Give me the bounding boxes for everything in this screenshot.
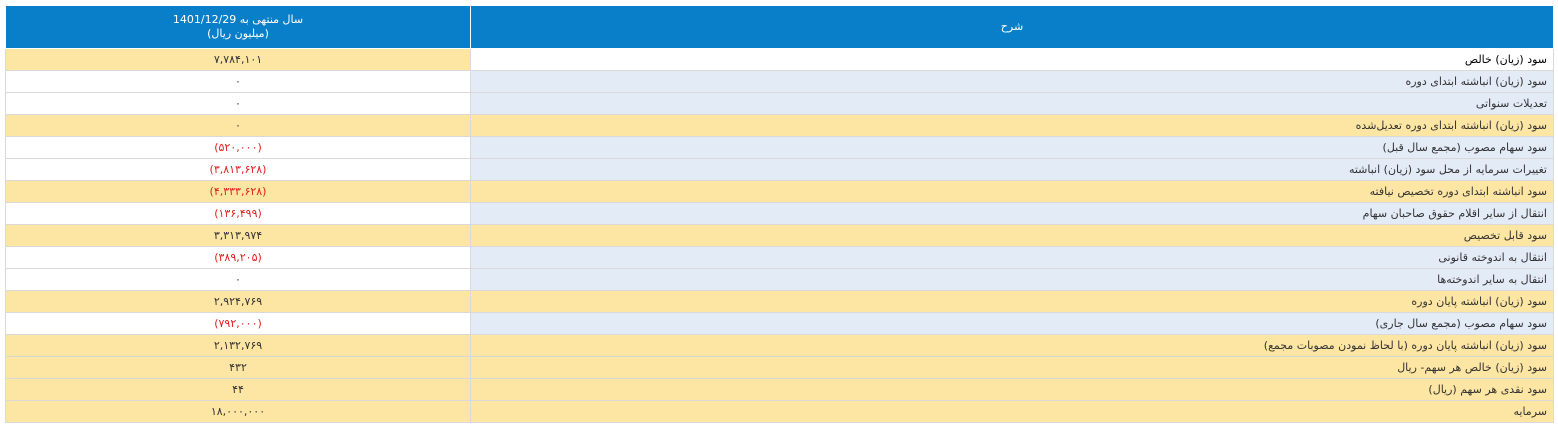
row-description: تغییرات سرمایه از محل سود (زیان) انباشته	[470, 158, 1554, 181]
table-row: ۰ سود (زیان) انباشته ابتدای دوره تعدیل‌شد…	[5, 114, 1554, 137]
row-description: سود (زیان) خالص هر سهم- ریال	[470, 356, 1554, 379]
table-row: ۷,۷۸۴,۱۰۱ سود (زیان) خالص	[5, 48, 1554, 71]
table-row: ۳,۳۱۳,۹۷۴ سود قابل تخصیص	[5, 224, 1554, 247]
row-description: تعدیلات سنواتی	[470, 92, 1554, 115]
table-row: (۳,۸۱۳,۶۲۸) تغییرات سرمایه از محل سود (زی…	[5, 158, 1554, 181]
table-row: ۴۳۲ سود (زیان) خالص هر سهم- ریال	[5, 356, 1554, 379]
table-header-row: سال منتهی به 1401/12/29 (میلیون ریال) شر…	[5, 5, 1554, 49]
table-row: ۴۴ سود نقدی هر سهم (ریال)	[5, 378, 1554, 401]
row-value: (۵۲۰,۰۰۰)	[5, 136, 471, 159]
header-value-column: سال منتهی به 1401/12/29 (میلیون ریال)	[5, 5, 471, 49]
table-row: (۳۸۹,۲۰۵) انتقال به اندوخته قانونی	[5, 246, 1554, 269]
row-value: ۷,۷۸۴,۱۰۱	[5, 48, 471, 71]
row-description: انتقال از سایر اقلام حقوق صاحبان سهام	[470, 202, 1554, 225]
row-value: ۱۸,۰۰۰,۰۰۰	[5, 400, 471, 423]
row-description: سود سهام مصوب (مجمع سال قبل)	[470, 136, 1554, 159]
row-value: ۰	[5, 92, 471, 115]
row-value: (۳۸۹,۲۰۵)	[5, 246, 471, 269]
row-description: سود (زیان) انباشته پایان دوره (با لحاظ ن…	[470, 334, 1554, 357]
row-description: انتقال به اندوخته قانونی	[470, 246, 1554, 269]
row-value: ۴۳۲	[5, 356, 471, 379]
row-value: ۰	[5, 268, 471, 291]
row-value: ۳,۳۱۳,۹۷۴	[5, 224, 471, 247]
table-row: ۰ انتقال به سایر اندوخته‌ها	[5, 268, 1554, 291]
table-row: ۲,۹۲۴,۷۶۹ سود (زیان) انباشته پایان دوره	[5, 290, 1554, 313]
table-row: ۱۸,۰۰۰,۰۰۰ سرمایه	[5, 400, 1554, 423]
row-value: (۱۳۶,۴۹۹)	[5, 202, 471, 225]
row-description: سود (زیان) انباشته ابتدای دوره	[470, 70, 1554, 93]
table-row: (۱۳۶,۴۹۹) انتقال از سایر اقلام حقوق صاحبا…	[5, 202, 1554, 225]
row-description: سود انباشته ابتدای دوره تخصیص نیافته	[470, 180, 1554, 203]
row-value: (۴,۳۳۳,۶۲۸)	[5, 180, 471, 203]
header-value-line2: (میلیون ریال)	[207, 27, 269, 40]
row-value: ۰	[5, 114, 471, 137]
row-value: ۰	[5, 70, 471, 93]
row-description: انتقال به سایر اندوخته‌ها	[470, 268, 1554, 291]
table-row: ۲,۱۳۲,۷۶۹ سود (زیان) انباشته پایان دوره (…	[5, 334, 1554, 357]
row-description: سود سهام مصوب (مجمع سال جاری)	[470, 312, 1554, 335]
report-container: سال منتهی به 1401/12/29 (میلیون ریال) شر…	[5, 5, 1554, 423]
row-description: سرمایه	[470, 400, 1554, 423]
row-description: سود (زیان) خالص	[470, 48, 1554, 71]
table-row: (۷۹۲,۰۰۰) سود سهام مصوب (مجمع سال جاری)	[5, 312, 1554, 335]
header-value-line1: سال منتهی به 1401/12/29	[172, 13, 304, 26]
table-row: ۰ سود (زیان) انباشته ابتدای دوره	[5, 70, 1554, 93]
row-value: ۴۴	[5, 378, 471, 401]
row-value: (۳,۸۱۳,۶۲۸)	[5, 158, 471, 181]
table-body: ۷,۷۸۴,۱۰۱ سود (زیان) خالص ۰ سود (زیان) انبا…	[5, 48, 1554, 423]
row-description: سود قابل تخصیص	[470, 224, 1554, 247]
row-description: سود نقدی هر سهم (ریال)	[470, 378, 1554, 401]
row-value: ۲,۹۲۴,۷۶۹	[5, 290, 471, 313]
row-value: ۲,۱۳۲,۷۶۹	[5, 334, 471, 357]
row-description: سود (زیان) انباشته ابتدای دوره تعدیل‌شده	[470, 114, 1554, 137]
profit-distribution-table: سال منتهی به 1401/12/29 (میلیون ریال) شر…	[5, 5, 1554, 423]
row-description: سود (زیان) انباشته پایان دوره	[470, 290, 1554, 313]
table-row: ۰ تعدیلات سنواتی	[5, 92, 1554, 115]
table-row: (۵۲۰,۰۰۰) سود سهام مصوب (مجمع سال قبل)	[5, 136, 1554, 159]
row-value: (۷۹۲,۰۰۰)	[5, 312, 471, 335]
table-row: (۴,۳۳۳,۶۲۸) سود انباشته ابتدای دوره تخصیص…	[5, 180, 1554, 203]
header-description-column: شرح	[470, 5, 1554, 49]
